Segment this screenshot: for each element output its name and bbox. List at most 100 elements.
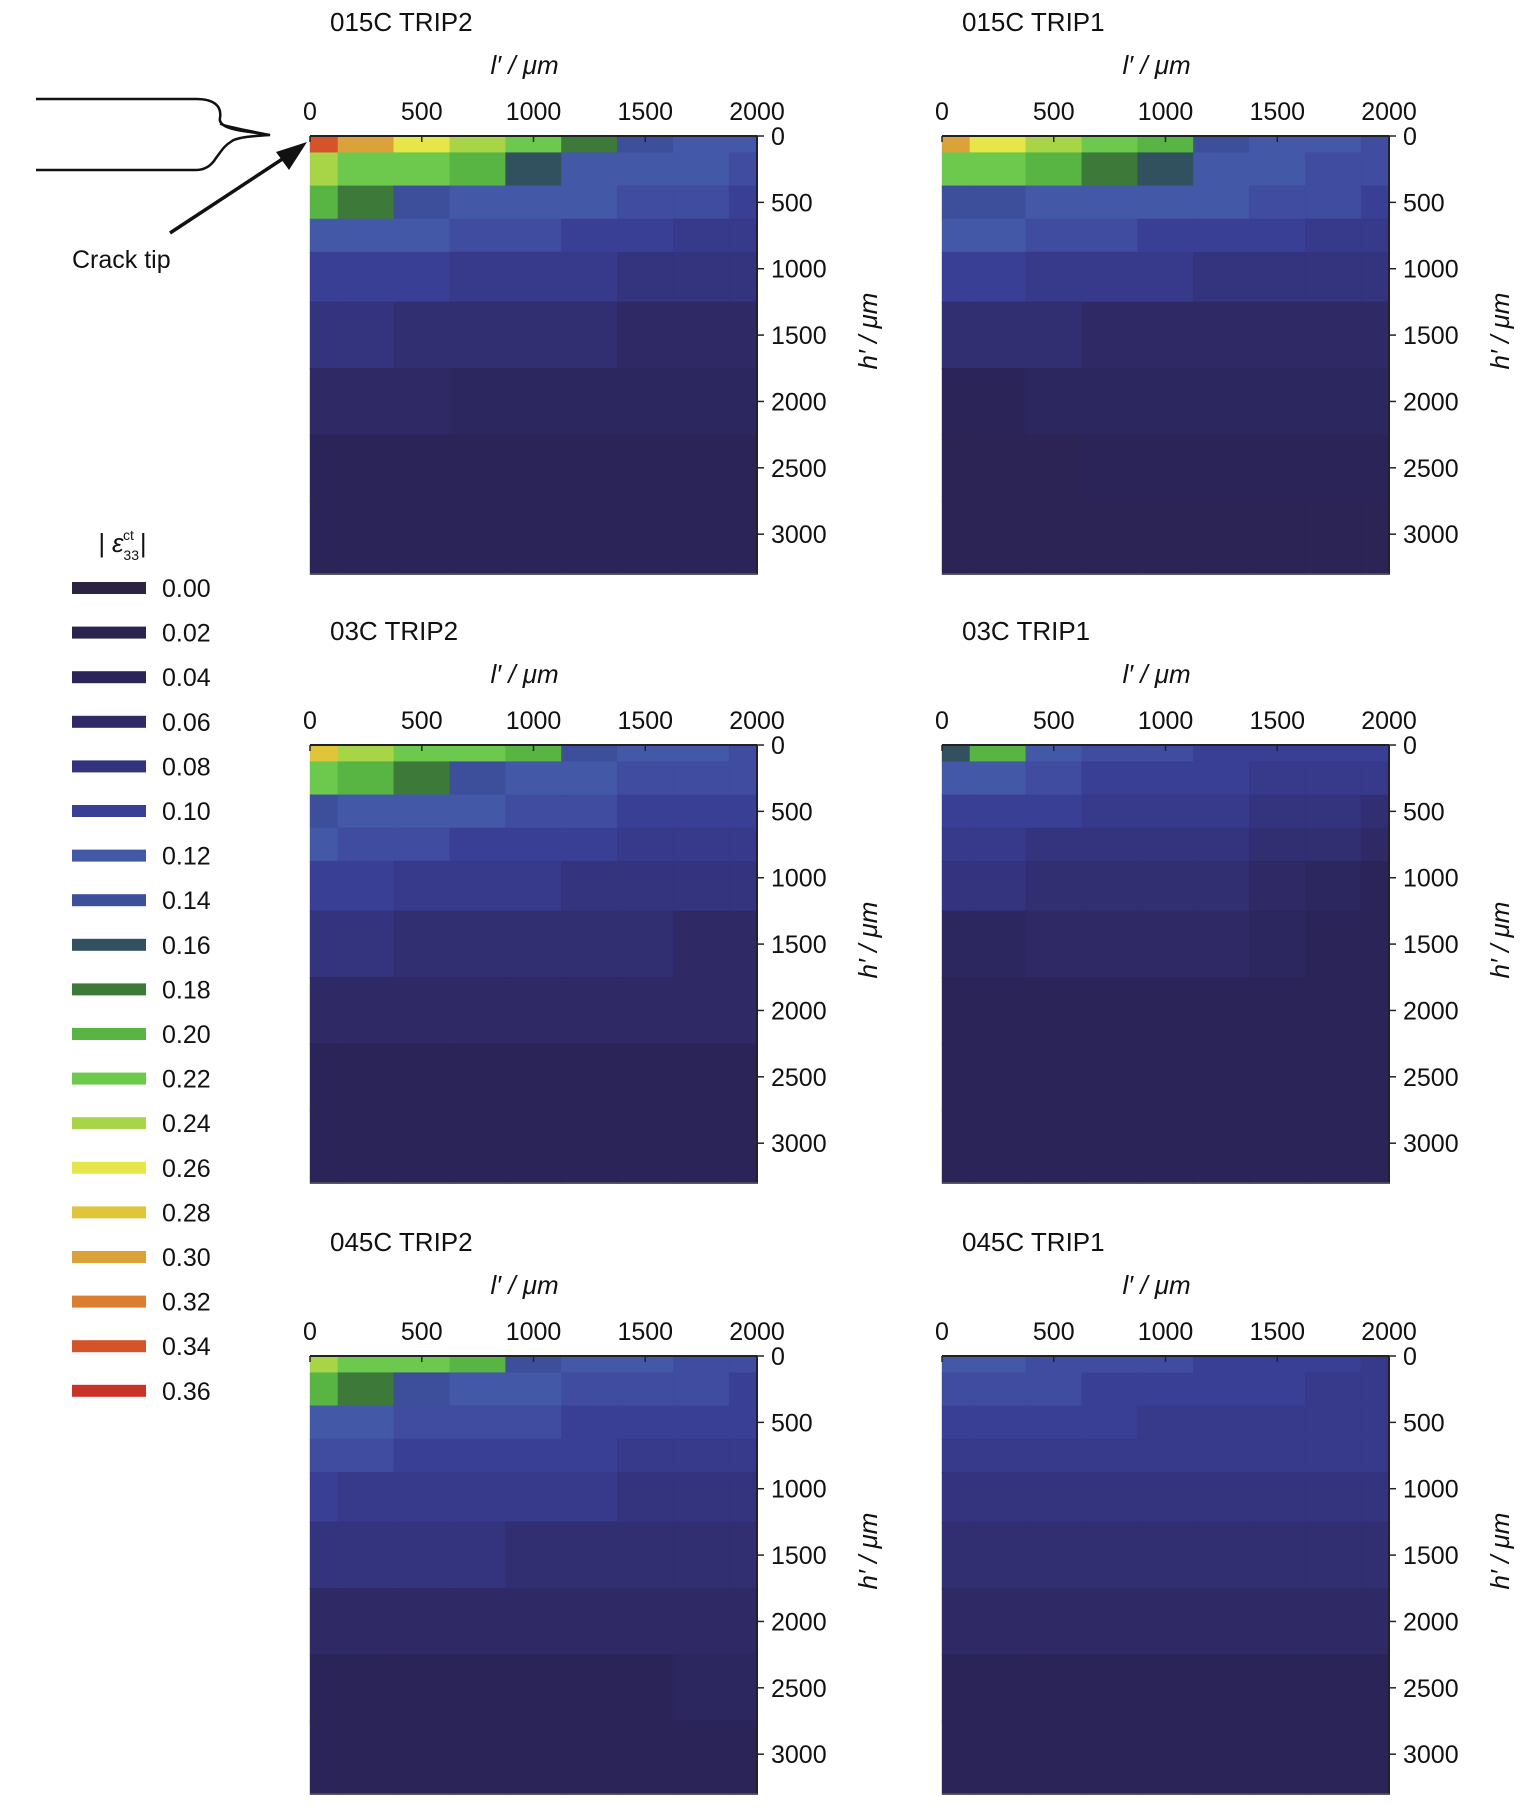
heatmap-cell [941,1654,971,1722]
x-axis-label: l′ / μm [490,50,558,80]
heatmap-cell [337,135,395,154]
heatmap-cell [449,1588,507,1656]
panel-title: 015C TRIP2 [330,7,473,37]
heatmap-cell [969,1471,1027,1523]
legend-item: 0.36 [72,1378,211,1406]
heatmap-cell [1360,1521,1390,1590]
heatmap-cell [617,1654,674,1722]
y-tick-label: 1000 [1403,1476,1459,1504]
y-tick-label: 0 [1403,123,1417,151]
heatmap-cell [617,251,674,303]
y-tick-label: 0 [771,732,785,760]
heatmap-cell [1193,1471,1251,1523]
heatmap-cell [617,1109,674,1184]
y-tick-label: 3000 [771,1130,827,1158]
heatmap-cell [561,761,619,796]
heatmap-cell [505,1405,563,1440]
heatmap-cell [969,1588,1027,1656]
heatmap-cell [505,1043,563,1111]
heatmap-cell [1360,1372,1390,1407]
heatmap-cell [1193,1654,1251,1722]
heatmap-cell [617,1372,674,1407]
y-tick-label: 2000 [771,388,827,416]
legend-label: 0.04 [162,664,211,692]
heatmap-cell [393,152,451,187]
heatmap-cell [309,1471,339,1523]
heatmap-cell [1193,1109,1251,1184]
heatmap-cell [337,1355,395,1374]
heatmap-cell [309,1654,339,1722]
heatmap-cell [1304,185,1362,220]
legend-swatch [72,715,146,728]
x-tick-label: 500 [1033,707,1075,735]
y-axis-label: h′ / μm [1485,902,1515,979]
legend-item: 0.18 [72,976,211,1004]
y-tick-label: 500 [1403,798,1445,826]
x-tick-label: 1000 [506,1318,562,1346]
heatmap-cell [1081,1588,1139,1656]
heatmap-cell [337,761,395,796]
heatmap-cell [1193,1405,1251,1440]
heatmap-cell [672,1471,730,1523]
y-tick-label: 1000 [771,1476,827,1504]
heatmap-cell [1249,1654,1306,1722]
heatmap-cell [1360,1720,1390,1795]
heatmap-cell [1137,1109,1195,1184]
heatmap-cell [672,761,730,796]
x-tick-label: 2000 [1361,98,1417,126]
heatmap-cell [393,368,451,436]
heatmap-cell [672,1438,730,1473]
heatmap-cell [672,1720,730,1795]
heatmap-cell [1304,1355,1362,1374]
legend-label: 0.26 [162,1155,211,1183]
heatmap-cell [449,794,507,829]
y-axis-label: h′ / μm [1485,293,1515,370]
heatmap-cell [561,1355,619,1374]
heatmap-cell [941,1043,971,1111]
heatmap-cell [561,1109,619,1184]
heatmap-cell [337,1109,395,1184]
legend-swatch [72,1206,146,1219]
heatmap-cell [941,1355,971,1374]
heatmap-cell [337,744,395,763]
heatmap-cell [1137,761,1195,796]
heatmap-cell [337,977,395,1045]
legend-swatch [72,805,146,817]
heatmap-cell [1360,301,1390,370]
heatmap-cell [1360,434,1390,502]
heatmap-cell [337,1588,395,1656]
heatmap-cell [1025,1043,1083,1111]
heatmap-cell [505,368,563,436]
heatmap-cell [1360,1109,1390,1184]
heatmap-cell [617,500,674,575]
heatmap-cell [1193,368,1251,436]
legend-item: 0.08 [72,753,211,781]
heatmap-cell [969,251,1027,303]
panel-title: 03C TRIP2 [330,616,458,646]
heatmap-cell [561,1471,619,1523]
heatmap-cell [1249,860,1306,912]
heatmap-cell [1360,500,1390,575]
heatmap-cell [1193,152,1251,187]
heatmap-cell [1249,368,1306,436]
heatmap-cell [672,185,730,220]
heatmap-cell [561,1720,619,1795]
heatmap-cell [505,1588,563,1656]
heatmap-cell [393,251,451,303]
x-tick-label: 2000 [729,707,785,735]
heatmap-cell [309,827,339,862]
heatmap-cell [1193,860,1251,912]
heatmap-cell [393,500,451,575]
heatmap-cell [969,1109,1027,1184]
y-tick-label: 2500 [771,1675,827,1703]
x-tick-label: 1000 [1138,98,1194,126]
y-tick-label: 3000 [1403,1741,1459,1769]
heatmap-cell [1137,1588,1195,1656]
heatmap-cell [337,1043,395,1111]
heatmap-cell [1193,977,1251,1045]
heatmap-cell [393,1720,451,1795]
heatmap-cell [449,1372,507,1407]
heatmap-cell [393,794,451,829]
